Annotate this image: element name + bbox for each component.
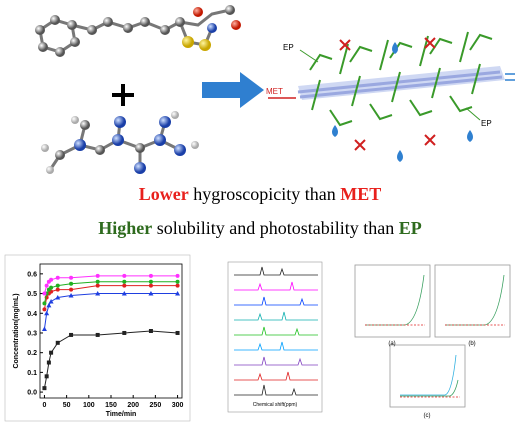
marker: [175, 291, 181, 296]
x-tick-label: 300: [172, 402, 184, 409]
y-tick-label: 0.0: [27, 390, 37, 397]
highlight: MET: [340, 184, 382, 204]
marker: [69, 287, 74, 292]
ep-label: EP: [481, 119, 492, 128]
marker: [175, 330, 180, 335]
marker: [44, 283, 49, 288]
marker: [175, 283, 180, 288]
y-tick-label: 0.6: [27, 271, 37, 278]
y-tick-label: 0.2: [27, 350, 37, 357]
marker: [55, 340, 60, 345]
marker: [49, 350, 54, 355]
marker: [148, 329, 153, 333]
marker: [122, 283, 127, 288]
molecule-ep: [35, 5, 241, 57]
marker: [41, 326, 47, 332]
x-tick-label: 50: [63, 402, 71, 409]
marker: [44, 374, 49, 379]
marker: [175, 273, 180, 278]
marker: [69, 332, 74, 337]
marker: [42, 307, 47, 312]
marker: [69, 281, 74, 286]
x-tick-label: 150: [105, 402, 117, 409]
marker: [148, 283, 153, 288]
y-tick-label: 0.4: [27, 311, 37, 318]
marker: [95, 283, 100, 288]
marker: [122, 273, 127, 278]
chart-frame: [4, 254, 191, 422]
reaction-arrow: [202, 72, 264, 108]
headline-text: hygroscopicity than: [193, 184, 336, 204]
marker: [148, 279, 153, 284]
met-label: MET: [266, 87, 283, 96]
marker: [44, 310, 50, 316]
line: [43, 275, 178, 294]
marker: [42, 386, 47, 391]
nmr-panel: Chemical shift(ppm): [227, 261, 323, 413]
plus-sign: [112, 84, 134, 106]
marker: [46, 360, 51, 365]
marker: [55, 287, 60, 292]
marker: [122, 279, 127, 284]
headline-text: solubility and photostability than: [156, 218, 395, 238]
x-tick-label: 0: [42, 402, 46, 409]
marker: [68, 293, 74, 298]
x-tick-label: 100: [83, 402, 95, 409]
line: [43, 330, 178, 389]
cocrystal-diagram: EP MET EP: [266, 31, 515, 162]
y-tick-label: 0.5: [27, 291, 37, 298]
x-tick-label: 200: [127, 402, 139, 409]
marker: [55, 283, 60, 288]
marker: [175, 279, 180, 284]
marker: [46, 302, 52, 308]
marker: [55, 295, 61, 300]
headline: Lower hygroscopicity than MET: [0, 184, 520, 205]
marker: [95, 332, 100, 337]
highlight: Higher: [98, 218, 153, 238]
marker: [122, 330, 127, 335]
line: [43, 293, 178, 330]
x-axis-title: Chemical shift(ppm): [253, 402, 298, 408]
line: [43, 285, 178, 310]
panel-label: (b): [468, 341, 475, 347]
stability-panels: (a) (b) (c): [354, 264, 511, 419]
x-tick-label: 250: [150, 402, 162, 409]
marker: [42, 291, 47, 296]
line: [43, 281, 178, 304]
panel-label: (c): [424, 413, 431, 419]
plot-area: [39, 263, 183, 399]
y-tick-label: 0.3: [27, 330, 37, 337]
headline: Higher solubility and photostability tha…: [0, 218, 520, 239]
marker: [49, 285, 54, 290]
marker: [49, 277, 54, 282]
marker: [121, 291, 127, 296]
marker: [69, 275, 74, 280]
highlight: Lower: [138, 184, 189, 204]
marker: [148, 291, 154, 296]
marker: [95, 273, 100, 278]
marker: [55, 275, 60, 280]
marker: [42, 301, 47, 306]
highlight: EP: [398, 218, 422, 238]
y-axis-title: Concentration(mg/mL): [13, 293, 20, 368]
marker: [48, 298, 54, 304]
ep-label: EP: [283, 43, 294, 52]
y-tick-label: 0.1: [27, 370, 37, 377]
x-axis-title: Time/min: [106, 411, 137, 418]
molecule-met: [41, 111, 199, 174]
marker: [95, 279, 100, 284]
marker: [148, 273, 153, 278]
marker: [95, 291, 101, 296]
panel-label: (a): [388, 341, 395, 347]
